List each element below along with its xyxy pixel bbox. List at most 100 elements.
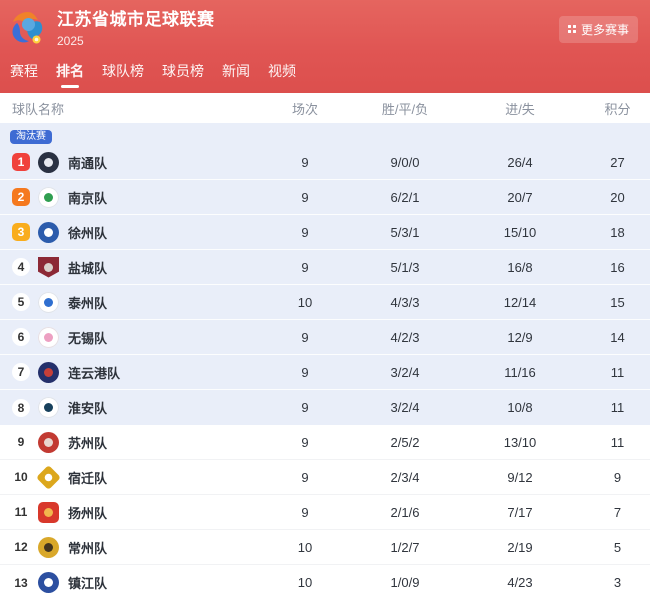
record-cell: 1/0/9 — [390, 575, 420, 590]
team-name: 宿迁队 — [68, 470, 108, 486]
rank-badge: 5 — [12, 293, 30, 311]
goals-cell: 20/7 — [507, 189, 533, 205]
tab-5[interactable]: 新闻 — [222, 63, 250, 79]
played-cell: 9 — [301, 364, 309, 380]
record-cell: 2/5/2 — [390, 434, 420, 450]
played-cell: 9 — [301, 434, 309, 450]
table-row[interactable]: 7 连云港队 9 3/2/4 11/16 11 — [0, 355, 650, 390]
nav-tabs: 赛程 排名 球队榜 球员榜 新闻 视频 — [0, 58, 650, 93]
team-cell: 3 徐州队 — [0, 221, 255, 243]
rank-badge: 1 — [12, 153, 30, 171]
points-cell: 27 — [610, 154, 625, 170]
goals-cell: 12/14 — [503, 294, 537, 310]
played-cell: 9 — [301, 504, 309, 520]
table-row[interactable]: 1 南通队 9 9/0/0 26/4 27 — [0, 145, 650, 180]
rank-badge: 11 — [14, 505, 28, 519]
team-cell: 2 南京队 — [0, 186, 255, 208]
table-row[interactable]: 2 南京队 9 6/2/1 20/7 20 — [0, 180, 650, 215]
points-cell: 16 — [610, 259, 625, 275]
points-cell: 3 — [613, 575, 622, 590]
rank-badge: 6 — [12, 328, 30, 346]
more-events-button[interactable]: 更多赛事 — [559, 15, 638, 43]
played-cell: 9 — [301, 329, 309, 345]
record-cell: 1/2/7 — [390, 539, 420, 555]
rank-badge: 8 — [12, 398, 30, 417]
table-row[interactable]: 3 徐州队 9 5/3/1 15/10 18 — [0, 215, 650, 250]
team-name: 泰州队 — [68, 295, 108, 311]
points-cell: 11 — [610, 364, 625, 380]
team-name: 扬州队 — [68, 505, 108, 521]
team-name: 常州队 — [68, 540, 108, 556]
goals-cell: 15/10 — [503, 224, 537, 240]
column-header-record: 胜/平/负 — [381, 101, 429, 117]
goals-cell: 11/16 — [504, 364, 536, 380]
played-cell: 10 — [297, 575, 313, 590]
team-logo-icon — [36, 464, 61, 490]
rank-badge: 2 — [12, 188, 30, 206]
season-label: 2025 — [57, 33, 84, 48]
table-row[interactable]: 9 苏州队 9 2/5/2 13/10 11 — [0, 425, 650, 460]
table-row[interactable]: 13 镇江队 10 1/0/9 4/23 3 — [0, 565, 650, 595]
table-row[interactable]: 10 宿迁队 9 2/3/4 9/12 9 — [0, 460, 650, 495]
record-cell: 9/0/0 — [390, 154, 420, 170]
team-cell: 1 南通队 — [0, 151, 255, 173]
team-name: 苏州队 — [68, 435, 108, 451]
more-events-label: 更多赛事 — [580, 22, 629, 37]
points-cell: 20 — [610, 189, 625, 205]
regular-zone: 9 苏州队 9 2/5/2 13/10 11 10 宿迁队 9 2/3/4 9/… — [0, 425, 650, 595]
tab-4[interactable]: 球员榜 — [162, 63, 204, 79]
points-cell: 7 — [613, 504, 622, 520]
tab-6[interactable]: 视频 — [268, 63, 296, 79]
record-cell: 3/2/4 — [390, 364, 420, 380]
title-block: 江苏省城市足球联赛 2025 — [57, 10, 215, 47]
played-cell: 10 — [297, 294, 313, 310]
rank-badge: 9 — [17, 435, 25, 449]
played-cell: 9 — [301, 224, 309, 240]
record-cell: 2/1/6 — [390, 504, 420, 520]
header-bar: 江苏省城市足球联赛 2025 更多赛事 — [0, 0, 650, 58]
played-cell: 9 — [301, 469, 309, 485]
column-header-goals: 进/失 — [505, 101, 535, 117]
grid-icon — [568, 25, 576, 33]
points-cell: 14 — [610, 329, 625, 345]
table-row[interactable]: 6 无锡队 9 4/2/3 12/9 14 — [0, 320, 650, 355]
table-row[interactable]: 4 盐城队 9 5/1/3 16/8 16 — [0, 250, 650, 285]
team-logo-icon — [38, 221, 59, 243]
table-row[interactable]: 11 扬州队 9 2/1/6 7/17 7 — [0, 495, 650, 530]
team-logo-icon — [38, 151, 59, 173]
team-cell: 4 盐城队 — [0, 256, 255, 278]
team-logo-icon — [38, 397, 59, 418]
record-cell: 3/2/4 — [390, 400, 420, 415]
app-header: 江苏省城市足球联赛 2025 更多赛事 赛程 排名 球队榜 球员榜 新闻 视频 — [0, 0, 650, 93]
team-logo-icon — [38, 501, 59, 523]
table-row[interactable]: 8 淮安队 9 3/2/4 10/8 11 — [0, 390, 650, 425]
team-logo-icon — [38, 536, 59, 558]
table-row[interactable]: 5 泰州队 10 4/3/3 12/14 15 — [0, 285, 650, 320]
knockout-zone-rows: 1 南通队 9 9/0/0 26/4 27 2 南京队 9 6/2/1 20/7… — [0, 145, 650, 425]
team-name: 镇江队 — [68, 576, 108, 591]
played-cell: 9 — [301, 259, 309, 275]
record-cell: 4/2/3 — [390, 329, 420, 345]
goals-cell: 10/8 — [507, 400, 533, 415]
team-cell: 10 宿迁队 — [0, 464, 255, 490]
tab-3[interactable]: 球队榜 — [102, 63, 144, 79]
goals-cell: 12/9 — [507, 329, 533, 345]
team-cell: 7 连云港队 — [0, 361, 255, 383]
team-name: 徐州队 — [68, 225, 108, 241]
record-cell: 4/3/3 — [390, 294, 420, 310]
table-row[interactable]: 12 常州队 10 1/2/7 2/19 5 — [0, 530, 650, 565]
record-cell: 5/3/1 — [390, 224, 420, 240]
league-logo-icon — [12, 12, 43, 44]
played-cell: 9 — [301, 189, 309, 205]
team-name: 连云港队 — [68, 365, 121, 381]
column-header-team: 球队名称 — [12, 101, 65, 117]
played-cell: 9 — [301, 154, 309, 170]
record-cell: 2/3/4 — [390, 469, 420, 485]
regular-zone-rows: 9 苏州队 9 2/5/2 13/10 11 10 宿迁队 9 2/3/4 9/… — [0, 425, 650, 595]
tab-1[interactable]: 赛程 — [10, 63, 38, 79]
team-cell: 12 常州队 — [0, 536, 255, 558]
tab-2[interactable]: 排名 — [56, 58, 84, 80]
stage-badge: 淘汰赛 — [10, 130, 52, 144]
points-cell: 11 — [610, 400, 625, 415]
